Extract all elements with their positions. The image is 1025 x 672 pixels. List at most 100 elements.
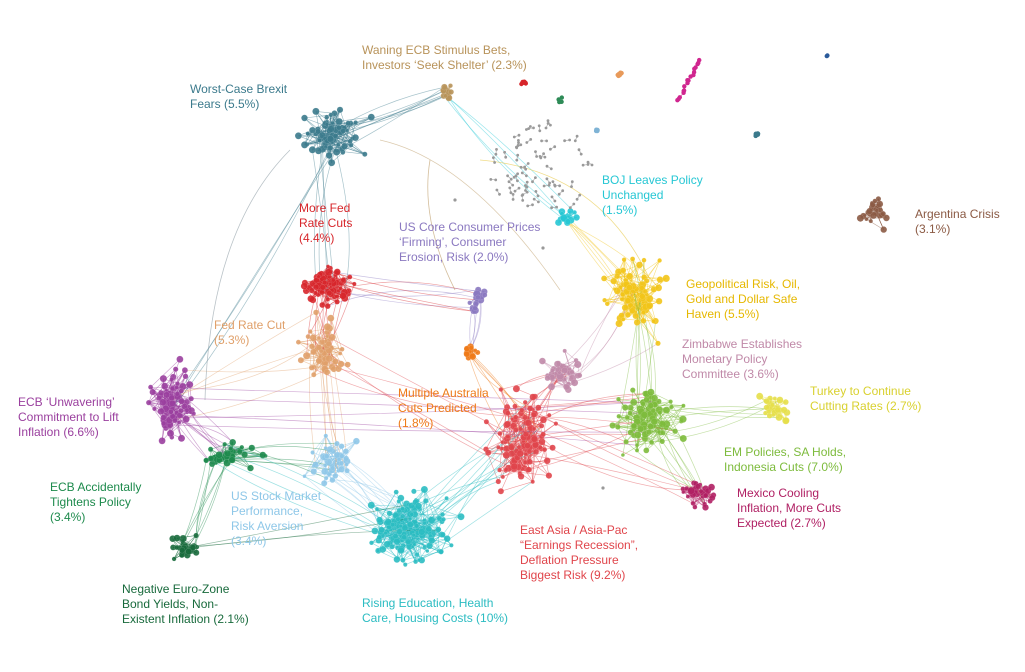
node — [544, 375, 551, 382]
node — [546, 119, 550, 123]
node — [428, 516, 436, 524]
node — [692, 504, 698, 510]
node — [647, 423, 654, 430]
node — [236, 448, 243, 455]
node — [326, 264, 330, 269]
node — [506, 174, 509, 178]
node — [546, 412, 552, 418]
node — [562, 348, 567, 354]
node — [531, 426, 537, 431]
node — [537, 200, 540, 204]
node — [507, 180, 511, 184]
edge — [150, 386, 634, 403]
node — [174, 391, 180, 397]
node — [542, 447, 548, 453]
node — [411, 488, 417, 495]
edge — [327, 335, 524, 442]
edge — [169, 312, 317, 403]
node — [620, 317, 626, 322]
node — [570, 180, 574, 184]
node — [504, 155, 508, 159]
node — [313, 309, 320, 316]
node — [473, 348, 478, 353]
node — [469, 353, 477, 361]
node — [330, 465, 336, 471]
node — [378, 526, 385, 534]
label-brexit: Worst-Case Brexit Fears (5.5%) — [190, 82, 290, 111]
node — [428, 537, 436, 544]
node — [532, 448, 540, 455]
edge — [333, 281, 477, 295]
node — [538, 423, 545, 429]
edge — [170, 413, 194, 434]
edge — [564, 350, 577, 361]
node — [160, 420, 167, 427]
edge — [210, 442, 233, 450]
edge — [183, 504, 409, 549]
node — [524, 442, 531, 449]
node — [169, 376, 175, 382]
edge — [411, 497, 447, 515]
node — [526, 162, 530, 165]
node — [575, 197, 579, 201]
edge — [170, 424, 650, 433]
node — [621, 257, 627, 263]
node — [568, 138, 571, 142]
node — [414, 523, 420, 529]
node — [703, 492, 709, 498]
node — [308, 146, 317, 154]
node — [549, 147, 552, 151]
node — [300, 282, 308, 290]
node — [319, 284, 326, 291]
node — [557, 192, 561, 196]
edge — [337, 272, 355, 285]
node — [675, 98, 680, 103]
node — [535, 404, 542, 411]
edge — [579, 284, 624, 376]
node — [521, 199, 525, 202]
node — [492, 156, 495, 160]
node — [763, 398, 770, 405]
node — [347, 274, 353, 280]
node — [516, 153, 520, 157]
node — [302, 474, 307, 479]
node — [538, 129, 542, 133]
node — [550, 195, 554, 199]
node — [159, 398, 167, 406]
node — [389, 543, 395, 550]
edge — [632, 286, 641, 426]
node — [312, 290, 318, 296]
node — [532, 126, 535, 130]
node — [327, 159, 336, 167]
node — [590, 163, 594, 167]
edge — [379, 139, 561, 291]
node — [641, 257, 647, 263]
node — [324, 268, 333, 277]
node — [640, 411, 648, 419]
node — [495, 148, 498, 151]
edge — [466, 349, 517, 456]
node — [326, 135, 334, 143]
node — [550, 206, 553, 210]
node — [539, 416, 547, 424]
node — [512, 385, 521, 393]
node — [497, 488, 505, 495]
node — [186, 380, 194, 389]
node — [316, 335, 321, 341]
node — [396, 528, 403, 535]
node — [522, 80, 527, 86]
edge — [379, 491, 397, 521]
node — [601, 275, 608, 282]
node — [630, 398, 638, 406]
node — [586, 160, 590, 164]
node — [393, 489, 399, 495]
node — [330, 120, 335, 126]
node — [497, 467, 502, 473]
node — [409, 512, 415, 517]
node — [564, 218, 571, 225]
node — [601, 486, 605, 490]
node — [572, 202, 576, 206]
edge — [564, 300, 629, 380]
node — [507, 443, 515, 451]
